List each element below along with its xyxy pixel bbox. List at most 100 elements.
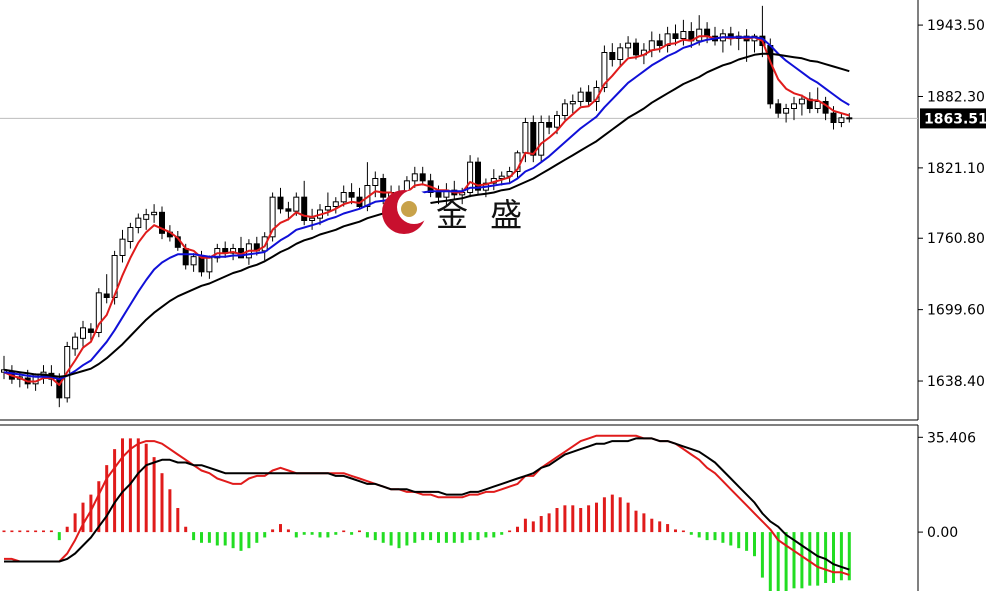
candle-body-down (530, 122, 537, 156)
candle-body-up (230, 248, 237, 254)
candle-body-down (830, 112, 837, 123)
candle-body-up (467, 161, 474, 194)
oscillator-tick-label: 0.00 (927, 525, 958, 541)
candle-body-up (340, 192, 347, 203)
price-tick-label: 1699.60 (927, 303, 985, 319)
candle (277, 187, 284, 214)
candle (348, 183, 355, 205)
candle-body-up (569, 101, 576, 105)
candle (190, 253, 197, 272)
candle-body-down (546, 122, 553, 128)
current-price-tag-background (920, 108, 986, 129)
candle (672, 24, 679, 46)
candle (419, 166, 426, 186)
candle (285, 201, 292, 221)
candle-body-up (617, 47, 624, 60)
candle (475, 157, 481, 195)
candle-body-up (151, 211, 158, 216)
candle-body-up (127, 227, 134, 242)
candle (340, 185, 347, 207)
candle-body-down (159, 211, 165, 234)
candle (127, 222, 134, 249)
candle (664, 26, 671, 53)
candle-body-up (522, 122, 529, 154)
candle-body-up (411, 173, 418, 182)
price-axis-ticks: 1943.50 1882.30 1821.10 1760.80 1699.60 1638.… (918, 18, 985, 390)
candle (561, 99, 568, 121)
candle-body-up (206, 257, 213, 273)
signal-line-red (4, 434, 850, 576)
candle (498, 171, 505, 186)
candle-body-up (696, 28, 703, 42)
candle-body-down (277, 196, 284, 210)
candle (775, 99, 782, 118)
candle-body-up (680, 31, 687, 39)
candle-body-down (656, 40, 663, 46)
candle (609, 43, 616, 67)
candle-body-down (585, 91, 592, 102)
candle-body-down (704, 28, 711, 37)
candle (783, 103, 790, 123)
candle (546, 115, 553, 135)
watermark-logo: 金 盛 (382, 190, 528, 234)
candle-body-up (95, 292, 102, 334)
candle (269, 192, 276, 242)
candle (680, 19, 687, 46)
candle-body-up (601, 52, 608, 88)
candle (135, 213, 142, 234)
signal-line-black (4, 437, 850, 571)
candle (617, 43, 624, 67)
candle (80, 320, 86, 347)
candle-body-up (372, 178, 379, 186)
candle-body-up (838, 117, 845, 124)
candle (569, 94, 576, 114)
candle-body-down (380, 178, 387, 198)
oscillator-lines (4, 434, 850, 576)
histogram-series (2, 438, 851, 594)
candle (72, 332, 79, 356)
price-tick-label: 1638.40 (927, 374, 985, 390)
candle-body-down (846, 117, 853, 120)
candle-body-up (80, 327, 86, 339)
candle-body-up (309, 217, 316, 222)
candle (309, 208, 316, 230)
candle-body-up (791, 103, 797, 110)
candle (95, 288, 102, 338)
candle (151, 204, 158, 223)
candle-body-down (419, 173, 426, 182)
price-tick-label: 1882.30 (927, 89, 985, 105)
candle (372, 171, 379, 198)
candle-body-up (190, 256, 197, 266)
candle-body-up (72, 336, 79, 350)
candle-body-up (648, 40, 655, 51)
candle-body-up (143, 214, 150, 220)
candle (577, 87, 584, 107)
candle-body-down (672, 33, 679, 39)
candle-body-down (87, 328, 94, 333)
candle-body-up (498, 175, 505, 180)
candle-body-down (182, 248, 189, 266)
logo-text: 金 盛 (436, 196, 528, 234)
candle (798, 94, 805, 116)
candle-body-up (554, 115, 560, 128)
candle (87, 323, 94, 342)
candle-body-up (814, 101, 821, 109)
candle-body-down (475, 161, 481, 191)
moving-average-red (3, 35, 850, 386)
candle-body-down (348, 192, 355, 198)
candle-body-down (285, 208, 292, 212)
oscillator-axis-ticks: 35.406 0.00 (918, 430, 976, 541)
logo-coin (401, 201, 417, 217)
candle-body-up (664, 33, 671, 46)
candle-body-up (135, 217, 142, 229)
current-price-label: 1863.51 (924, 111, 988, 127)
candle (696, 15, 703, 46)
candle (530, 115, 537, 163)
candle (838, 113, 845, 128)
candle-body-up (798, 98, 805, 105)
price-tick-label: 1943.50 (927, 18, 985, 34)
candle (625, 36, 632, 58)
